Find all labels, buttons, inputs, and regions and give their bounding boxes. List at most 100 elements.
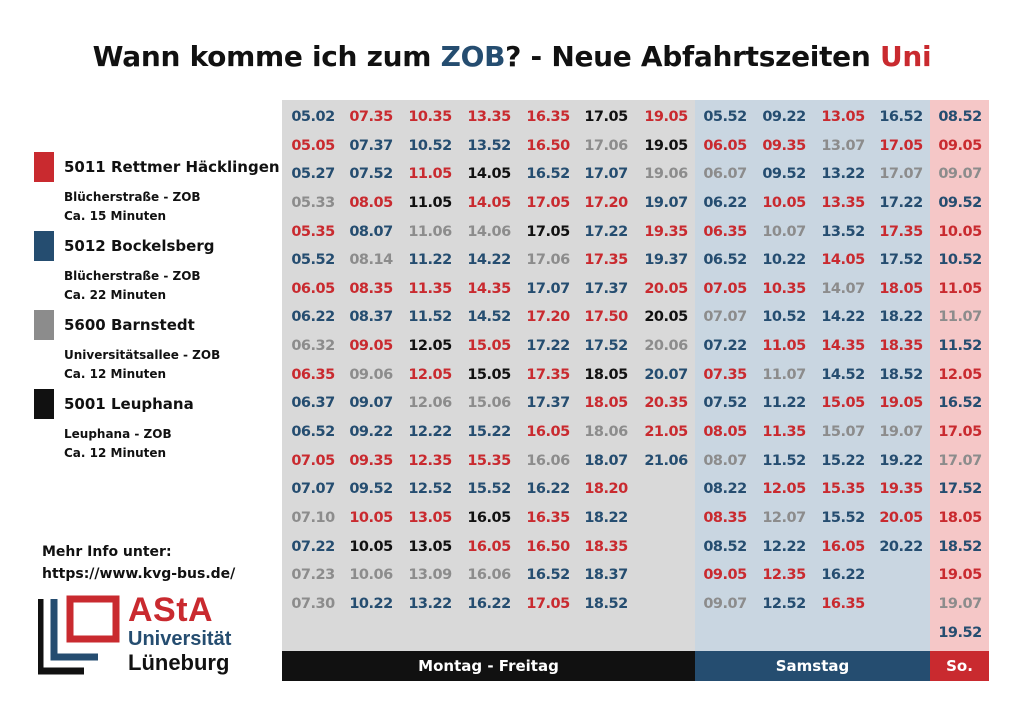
- times-column-sa: 05.52 06.05 06.07 06.22 06.35 06.52 07.05 07.07…: [695, 103, 755, 619]
- departure-time: 20.35: [644, 395, 688, 412]
- departure-time: 12.05: [938, 366, 982, 383]
- departure-time: 05.05: [291, 137, 335, 154]
- departure-time: 17.05: [526, 223, 570, 240]
- departure-time: 14.22: [467, 252, 511, 269]
- departure-time: 13.22: [821, 166, 865, 183]
- legend-line: 5011 Rettmer Häcklingen: [64, 158, 280, 176]
- legend-item-5600: 5600 Barnstedt Universitätsallee - ZOB C…: [34, 308, 274, 387]
- departure-time: 14.05: [467, 166, 511, 183]
- departure-time: 13.09: [408, 567, 452, 584]
- departure-time: 08.52: [703, 538, 747, 555]
- departure-time: 12.52: [408, 481, 452, 498]
- departure-time: 16.52: [879, 109, 923, 125]
- departure-time: 15.06: [467, 395, 511, 412]
- times-column-wk: 10.35 10.52 11.05 11.05 11.06 11.22 11.35 11.52…: [400, 103, 460, 619]
- legend-swatch-black: [34, 389, 54, 419]
- departure-time: 18.35: [584, 538, 628, 555]
- departure-time: 07.35: [703, 366, 747, 383]
- departure-time: 17.35: [879, 223, 923, 240]
- legend-swatch-blue: [34, 231, 54, 261]
- departure-time: 11.07: [938, 309, 982, 326]
- departure-time: 17.37: [584, 280, 628, 297]
- times-column-sa: 16.52 17.05 17.07 17.22 17.35 17.52 18.05 18.22…: [871, 103, 931, 561]
- departure-time: 09.07: [703, 595, 747, 612]
- departure-time: 12.05: [408, 338, 452, 355]
- departure-time: 14.05: [821, 252, 865, 269]
- departure-time: 19.52: [938, 624, 982, 641]
- departure-time: 07.37: [349, 137, 393, 154]
- departure-time: 19.05: [879, 395, 923, 412]
- more-info-link[interactable]: https://www.kvg-bus.de/: [42, 566, 236, 582]
- departure-time: 19.07: [879, 424, 923, 441]
- departure-time: 08.14: [349, 252, 393, 269]
- departure-time: 19.07: [644, 194, 688, 211]
- departure-time: 14.05: [467, 194, 511, 211]
- departure-time: 11.06: [408, 223, 452, 240]
- departure-time: 17.05: [879, 137, 923, 154]
- departure-time: 07.23: [291, 567, 335, 584]
- departure-time: 17.35: [584, 252, 628, 269]
- departure-time: 19.22: [879, 452, 923, 469]
- departure-time: 18.35: [879, 338, 923, 355]
- departure-time: 09.22: [349, 424, 393, 441]
- departure-time: 12.22: [408, 424, 452, 441]
- departure-time: 17.50: [584, 309, 628, 326]
- legend-line: 5600 Barnstedt: [64, 316, 195, 334]
- departure-time: 20.05: [644, 309, 688, 326]
- departure-time: 16.05: [467, 509, 511, 526]
- departure-time: 10.05: [938, 223, 982, 240]
- departure-time: 08.05: [703, 424, 747, 441]
- departure-time: 20.22: [879, 538, 923, 555]
- departure-time: 16.35: [526, 509, 570, 526]
- departure-time: 08.07: [349, 223, 393, 240]
- departure-time: 11.52: [938, 338, 982, 355]
- times-column-wk: 19.05 19.05 19.06 19.07 19.35 19.37 20.05 20.05…: [636, 103, 696, 475]
- logo-asta-text: AStA: [128, 591, 214, 629]
- times-column-wk: 13.35 13.52 14.05 14.05 14.06 14.22 14.35 14.52…: [459, 103, 519, 619]
- departure-time: 17.22: [879, 194, 923, 211]
- departure-time: 14.22: [821, 309, 865, 326]
- times-column-wk: 05.02 05.05 05.27 05.33 05.35 05.52 06.05 06.22…: [283, 103, 343, 619]
- departure-time: 10.35: [762, 280, 806, 297]
- departure-time: 06.35: [703, 223, 747, 240]
- departure-time: 08.07: [703, 452, 747, 469]
- departure-time: 09.52: [349, 481, 393, 498]
- departure-time: 06.05: [703, 137, 747, 154]
- departure-time: 13.22: [408, 595, 452, 612]
- legend-line: 5001 Leuphana: [64, 395, 194, 413]
- departure-time: 13.52: [821, 223, 865, 240]
- title-uni: Uni: [879, 40, 932, 73]
- departure-time: 09.35: [349, 452, 393, 469]
- departure-time: 14.35: [467, 280, 511, 297]
- departure-time: 07.07: [703, 309, 747, 326]
- departure-time: 16.22: [467, 595, 511, 612]
- departure-time: 11.22: [408, 252, 452, 269]
- departure-time: 09.05: [703, 567, 747, 584]
- departure-time: 07.05: [291, 452, 335, 469]
- asta-logo: AStA Universität Lüneburg: [38, 591, 258, 677]
- legend-route: Universitätsallee - ZOB: [64, 348, 221, 362]
- title-zob: ZOB: [440, 40, 506, 73]
- departure-time: 09.07: [938, 166, 982, 183]
- departure-time: 15.35: [467, 452, 511, 469]
- departure-time: 16.35: [526, 109, 570, 125]
- departure-time: 17.05: [938, 424, 982, 441]
- departure-time: 05.27: [291, 166, 335, 183]
- departure-time: 18.22: [584, 509, 628, 526]
- departure-time: 08.52: [938, 109, 982, 125]
- departure-time: 12.35: [762, 567, 806, 584]
- departure-time: 16.35: [821, 595, 865, 612]
- departure-time: 18.06: [584, 424, 628, 441]
- departure-time: 10.07: [762, 223, 806, 240]
- logo-university-text: Universität: [128, 628, 232, 650]
- departure-time: 14.52: [821, 366, 865, 383]
- legend-duration: Ca. 22 Minuten: [64, 288, 167, 302]
- departure-time: 09.06: [349, 366, 393, 383]
- departure-time: 17.52: [584, 338, 628, 355]
- departure-time: 12.35: [408, 452, 452, 469]
- weekday-panel: [282, 100, 695, 651]
- departure-time: 09.22: [762, 109, 806, 125]
- departure-time: 07.52: [349, 166, 393, 183]
- departure-time: 05.02: [291, 109, 335, 125]
- legend-route: Leuphana - ZOB: [64, 427, 172, 441]
